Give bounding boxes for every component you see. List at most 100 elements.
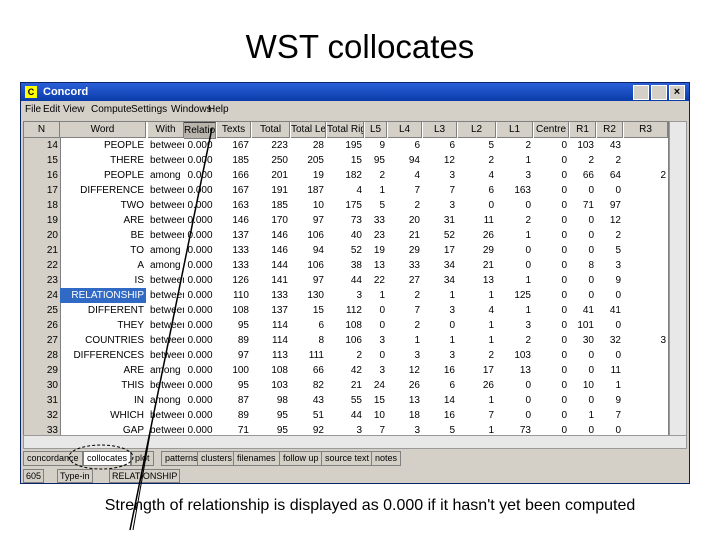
table-cell: 1 [615,380,621,391]
column-header[interactable]: L4 [388,122,422,138]
table-cell: DIFFERENCES [73,350,144,361]
table-cell: 3 [356,425,362,436]
table-cell: 26 [408,380,420,391]
table-cell: 2 [414,320,420,331]
table-cell: 1 [588,410,594,421]
table-cell: 0.000 [187,245,213,256]
table-cell: 7 [414,185,420,196]
column-header[interactable]: Total [252,122,290,138]
column-header[interactable]: L5 [365,122,387,138]
table-cell: 0 [588,425,594,436]
tab[interactable]: notes [371,451,402,466]
table-cell: 0 [561,305,567,316]
table-cell: 1 [525,275,531,286]
table-cell: 0 [561,350,567,361]
table-cell: 82 [312,380,324,391]
column-header[interactable]: Relation [184,122,216,139]
tab[interactable]: filenames [233,451,280,466]
menu-item[interactable]: View [63,104,85,115]
table-cell: 66 [312,365,324,376]
pointer-line [129,127,213,531]
tab[interactable]: follow up [279,451,323,466]
table-cell: 1 [525,230,531,241]
table-cell: 0 [561,275,567,286]
table-cell: 6 [414,140,420,151]
table-cell: between [150,215,184,226]
tab[interactable]: patterns [161,451,202,466]
table-cell: 133 [232,260,249,271]
table-cell: 137 [232,230,249,241]
table-cell: 94 [408,155,420,166]
table-cell: 130 [307,290,324,301]
table-cell: 0 [449,320,455,331]
table-cell: 0 [561,380,567,391]
table-cell: 95 [237,380,249,391]
table-cell: 14 [443,395,455,406]
tab[interactable]: source text [321,451,374,466]
table-cell: 28 [312,140,324,151]
menu-item[interactable]: File [25,104,42,115]
column-header[interactable]: With [148,122,184,138]
table-cell: 103 [271,380,288,391]
column-header[interactable]: R2 [597,122,623,138]
table-cell: 2 [525,140,531,151]
table-cell: 106 [307,260,324,271]
table-cell: 73 [350,215,362,226]
maximize[interactable] [651,85,667,100]
table-cell: 0.000 [187,305,213,316]
column-header[interactable]: L1 [497,122,533,138]
table-cell: 2 [615,230,621,241]
column-header[interactable]: N [24,122,60,138]
table-cell: 2 [488,350,494,361]
menu-item[interactable]: Settings [131,104,168,115]
menu-item[interactable]: Edit [43,104,61,115]
table-cell: 8 [588,260,594,271]
table-cell: 11 [610,365,621,376]
tab[interactable]: collocates [83,451,132,466]
menu-item[interactable]: Compute [91,104,132,115]
table-cell: 31 [24,393,61,408]
column-header[interactable]: Word [60,122,146,138]
table-cell: 43 [312,395,324,406]
tab[interactable]: plot [131,451,154,466]
table-cell: 7 [615,410,621,421]
table-cell: GAP [122,425,144,436]
table-cell: 10 [312,200,324,211]
column-header[interactable]: L2 [458,122,496,138]
tab[interactable]: concordance [23,451,83,466]
status-field: RELATIONSHIP [109,469,181,483]
table-cell: 0 [561,410,567,421]
table-cell: 52 [350,245,362,256]
table-cell: 0 [488,200,494,211]
column-header[interactable]: L3 [423,122,457,138]
slide-title: WST collocates [245,28,475,65]
menu-item[interactable]: Windows [171,104,212,115]
table-cell: between [150,380,184,391]
horizontal-scrollbar[interactable] [23,435,687,449]
minimize[interactable] [633,85,649,100]
highlight-ellipse [68,444,134,470]
table-cell: 163 [514,185,531,196]
menu-item[interactable]: Help [208,104,229,115]
table-cell: 10 [373,410,385,421]
table-cell: 1 [488,290,494,301]
column-header[interactable]: Total Left [291,122,326,138]
table-cell: 3 [525,320,531,331]
table-cell: 114 [272,320,288,331]
column-header[interactable]: Total Right [327,122,364,138]
column-header[interactable]: R3 [624,122,668,138]
column-header[interactable]: Texts [217,122,251,138]
table-cell: 6 [449,380,455,391]
close[interactable]: × [669,85,685,100]
table-cell: 166 [232,170,249,181]
table-cell: 2 [588,155,594,166]
column-header[interactable]: Centre [534,122,569,138]
table-cell: 137 [271,305,288,316]
table-cell: DIFFERENT [87,305,144,316]
table-cell: IS [134,275,144,286]
table-cell: 191 [271,185,288,196]
table-cell: 6 [449,140,455,151]
table-cell: 0 [561,365,567,376]
column-header[interactable]: R1 [570,122,596,138]
